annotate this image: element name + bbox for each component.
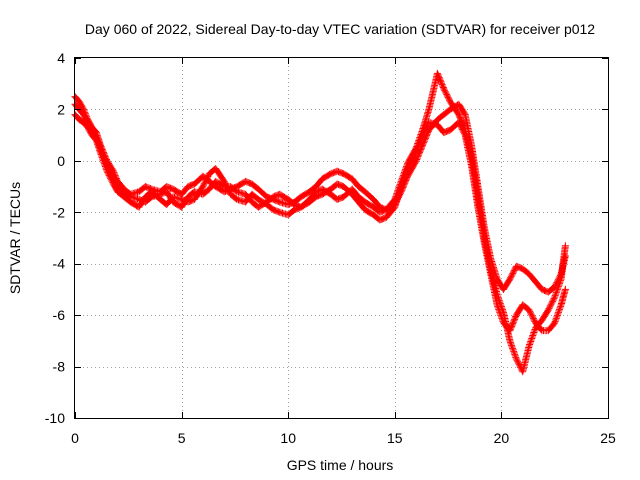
y-tick-label: -8 (53, 359, 66, 375)
y-tick-label: 0 (57, 153, 65, 169)
x-tick-label: 0 (71, 430, 79, 446)
x-axis-label: GPS time / hours (287, 457, 394, 473)
x-tick-label: 20 (494, 430, 510, 446)
tick-layer: 0 5 10 15 20 25 -10 -8 -6 -4 -2 0 2 4 (45, 50, 616, 446)
x-tick-label: 10 (280, 430, 296, 446)
chart-title: Day 060 of 2022, Sidereal Day-to-day VTE… (85, 21, 595, 37)
y-tick-label: -4 (53, 256, 66, 272)
data-layer (71, 69, 569, 376)
x-tick-label: 5 (178, 430, 186, 446)
plot-frame (74, 57, 609, 419)
y-tick-label: -6 (53, 307, 66, 323)
y-tick-label: 4 (57, 50, 65, 66)
y-tick-label: -2 (53, 204, 66, 220)
data-point (103, 162, 111, 170)
x-tick-label: 25 (600, 430, 616, 446)
y-tick-label: -10 (45, 410, 65, 426)
y-axis-label: SDTVAR / TECUs (7, 182, 23, 294)
x-tick-label: 15 (387, 430, 403, 446)
y-tick-label: 2 (57, 101, 65, 117)
series-markers (72, 71, 569, 374)
series-track-3 (71, 69, 569, 376)
